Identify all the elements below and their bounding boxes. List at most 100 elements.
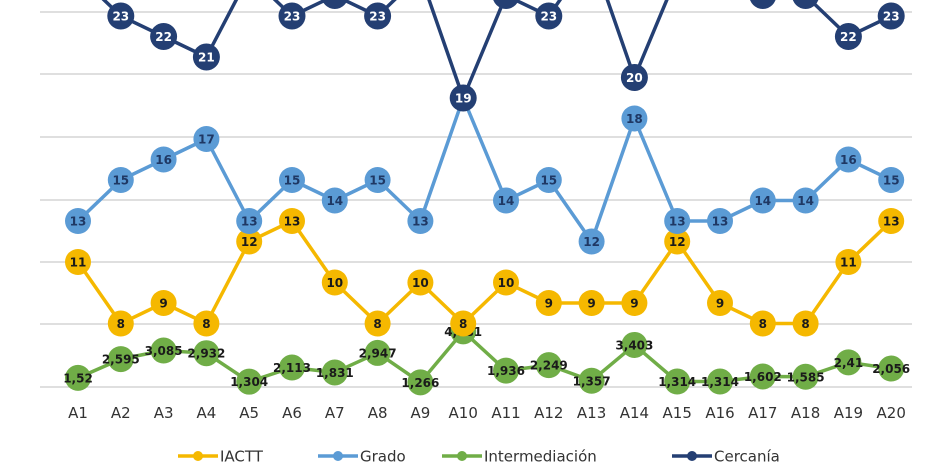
legend-label: Grado xyxy=(360,448,406,464)
data-point xyxy=(878,208,905,234)
data-point xyxy=(364,339,391,366)
data-point xyxy=(65,249,91,275)
legend-item: Intermediación xyxy=(442,448,597,464)
data-point xyxy=(450,310,477,337)
data-point xyxy=(321,269,348,296)
x-tick-label: A20 xyxy=(877,404,906,422)
data-point xyxy=(193,340,220,367)
series-intermediacion: 1,52 2,595 3,085 2,932 1,304 2,113 1,831 2,947 1… xyxy=(63,318,910,396)
data-label: 8 xyxy=(459,317,467,331)
data-point xyxy=(236,368,263,395)
data-point xyxy=(107,2,135,30)
data-label: 1,304 xyxy=(230,375,268,389)
data-point xyxy=(150,146,177,173)
data-point xyxy=(749,363,776,390)
data-label: 15 xyxy=(112,174,129,188)
legend-marker xyxy=(457,451,467,461)
data-point xyxy=(792,187,819,214)
data-label: 1,266 xyxy=(401,376,439,390)
data-point xyxy=(750,0,776,9)
data-point xyxy=(107,310,134,337)
data-point xyxy=(621,331,648,358)
data-point xyxy=(449,84,477,112)
data-label: 12 xyxy=(583,235,600,249)
data-point xyxy=(278,2,306,30)
data-label: 1,357 xyxy=(573,374,611,388)
data-point xyxy=(407,208,434,234)
x-tick-label: A10 xyxy=(449,404,478,422)
series-iactt: 11 8 9 8 12 13 10 8 10 8 10 9 9 9 12 9 8 8 11 13 xyxy=(65,208,905,337)
data-label: 21 xyxy=(198,51,215,65)
x-tick-label: A4 xyxy=(196,404,216,422)
data-label: 11 xyxy=(840,256,857,270)
data-label: 2,932 xyxy=(187,347,225,361)
data-label: 14 xyxy=(797,194,814,208)
data-label: 24 xyxy=(797,0,814,3)
data-point xyxy=(364,2,392,30)
data-point xyxy=(878,167,905,193)
data-label: 8 xyxy=(801,317,809,331)
legend-item: Grado xyxy=(318,448,406,464)
data-label: 13 xyxy=(669,215,686,229)
data-point xyxy=(792,363,819,390)
data-point xyxy=(578,228,605,255)
data-point xyxy=(620,64,648,91)
data-point xyxy=(707,368,733,395)
series-layer: 1,52 2,595 3,085 2,932 1,304 2,113 1,831 2,947 1… xyxy=(63,0,910,396)
data-point xyxy=(193,126,220,152)
data-label: 20 xyxy=(626,71,643,85)
data-point xyxy=(493,187,519,214)
data-label: 24 xyxy=(754,0,771,3)
data-label: 10 xyxy=(326,276,343,290)
series-line xyxy=(76,219,893,326)
data-label: 15 xyxy=(284,174,301,188)
data-label: 23 xyxy=(540,10,557,24)
data-point xyxy=(65,364,91,391)
x-tick-label: A2 xyxy=(111,404,131,422)
data-point xyxy=(834,23,862,50)
data-label: 2,595 xyxy=(102,353,140,367)
x-axis-tick-labels: A1 A2 A3 A4 A5 A6 A7 A8 A9 A10 A11 A12 A13 A14 A15 A16 A… xyxy=(68,404,906,422)
data-point xyxy=(621,290,648,316)
x-tick-label: A11 xyxy=(491,404,520,422)
data-label: 1,314 xyxy=(701,375,739,389)
x-tick-label: A12 xyxy=(534,404,563,422)
data-label: 2,056 xyxy=(872,362,910,376)
data-label: 9 xyxy=(159,297,167,311)
data-point xyxy=(150,290,177,316)
data-label: 13 xyxy=(412,215,429,229)
data-point xyxy=(407,269,434,296)
data-point xyxy=(707,208,733,234)
data-point xyxy=(322,0,348,9)
x-tick-label: A1 xyxy=(68,404,88,422)
data-label: 13 xyxy=(284,215,301,229)
data-label: 17 xyxy=(198,133,215,147)
data-label: 12 xyxy=(669,235,686,249)
data-label: 18 xyxy=(626,112,643,126)
data-label: 1,602 xyxy=(744,370,782,384)
data-point xyxy=(193,310,220,337)
data-label: 13 xyxy=(712,215,729,229)
data-label: 19 xyxy=(455,92,472,106)
x-tick-label: A3 xyxy=(154,404,174,422)
data-point xyxy=(493,269,519,296)
x-tick-label: A14 xyxy=(620,404,649,422)
data-label: 13 xyxy=(883,215,900,229)
data-point xyxy=(878,355,905,382)
data-label: 15 xyxy=(883,174,900,188)
data-point xyxy=(664,208,691,234)
data-point xyxy=(107,167,134,193)
data-point xyxy=(493,0,519,9)
legend-marker xyxy=(333,451,343,461)
data-label: 15 xyxy=(369,174,386,188)
data-label: 23 xyxy=(369,10,386,24)
data-point xyxy=(107,346,134,373)
data-label: 1,52 xyxy=(63,371,93,385)
data-label: 16 xyxy=(840,153,857,167)
x-tick-label: A16 xyxy=(705,404,734,422)
data-point xyxy=(664,368,691,395)
data-point xyxy=(150,23,178,50)
data-point xyxy=(835,249,862,275)
x-tick-label: A7 xyxy=(325,404,345,422)
data-label: 23 xyxy=(112,10,129,24)
